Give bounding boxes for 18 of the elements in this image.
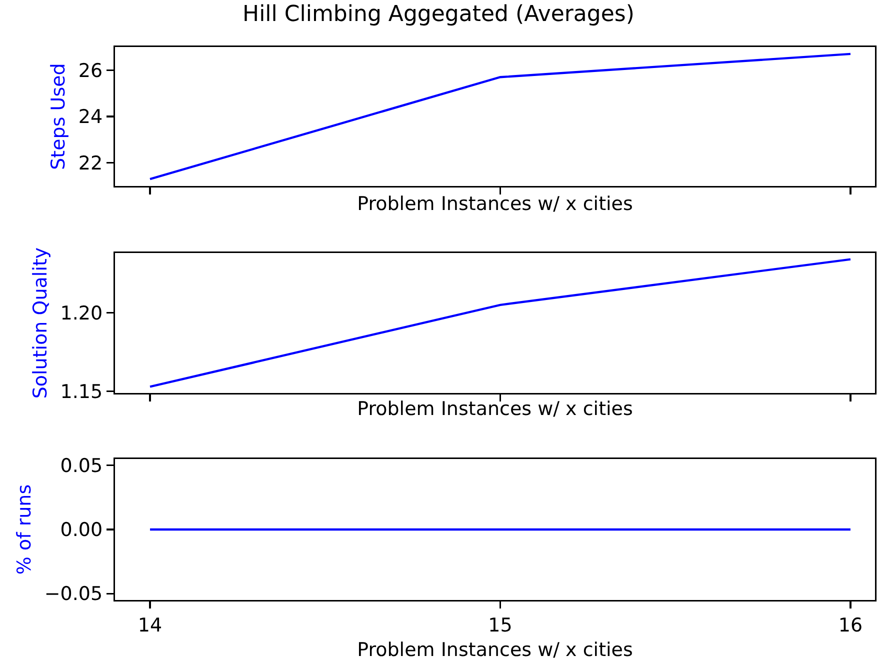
x-tick-label: 15 [488, 614, 512, 636]
x-axis-title: Problem Instances w/ x cities [357, 193, 633, 215]
y-tick-label: 0.05 [60, 455, 103, 478]
y-tick-label: 22 [78, 152, 103, 174]
x-tick-label: 14 [138, 614, 162, 636]
x-axis-title: Problem Instances w/ x cities [357, 639, 633, 661]
y-tick-label: 0.00 [60, 519, 103, 542]
y-axis-title: % of runs [14, 484, 36, 575]
y-tick-label: 1.20 [60, 302, 103, 324]
y-tick-label: −0.05 [44, 583, 103, 606]
chart-title: Hill Climbing Aggegated (Averages) [242, 2, 636, 27]
y-axis-title: Solution Quality [29, 247, 52, 399]
y-axis-title: Steps Used [48, 63, 70, 170]
y-tick-label: 24 [78, 106, 103, 128]
y-tick-label: 1.15 [60, 381, 103, 404]
x-axis-title: Problem Instances w/ x cities [357, 398, 633, 420]
y-tick-label: 26 [78, 60, 103, 82]
x-tick-label: 16 [838, 614, 863, 636]
